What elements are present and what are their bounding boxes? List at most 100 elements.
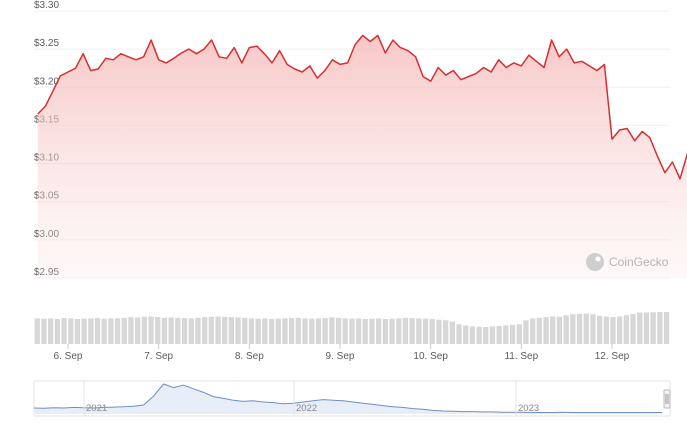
x-tick-label: 10. Sep bbox=[413, 351, 448, 362]
volume-bar bbox=[476, 326, 482, 344]
volume-bar bbox=[34, 318, 40, 344]
volume-bar bbox=[503, 325, 509, 344]
volume-bar bbox=[268, 319, 275, 344]
navigator[interactable]: 2021 2022 2023 bbox=[33, 380, 671, 417]
volume-bar bbox=[168, 317, 174, 344]
volume-bar bbox=[630, 313, 636, 344]
volume-bar bbox=[141, 316, 147, 344]
volume-bar bbox=[416, 318, 422, 344]
volume-bar bbox=[41, 318, 47, 344]
volume-bar bbox=[242, 317, 248, 344]
watermark: CoinGecko bbox=[586, 253, 669, 271]
volume-bar bbox=[409, 318, 415, 344]
volume-bar bbox=[148, 316, 154, 344]
volume-bar bbox=[68, 318, 74, 344]
volume-bar bbox=[309, 318, 315, 344]
volume-bar bbox=[135, 317, 141, 344]
x-tick-label: 12. Sep bbox=[595, 351, 630, 362]
volume-bar bbox=[329, 317, 335, 344]
volume-bar bbox=[208, 316, 214, 344]
volume-bar bbox=[436, 319, 442, 344]
volume-bar bbox=[262, 318, 268, 344]
volume-bar bbox=[108, 318, 114, 344]
volume-bar bbox=[563, 315, 569, 344]
volume-bar bbox=[181, 318, 188, 344]
volume-bar bbox=[315, 318, 322, 344]
volume-bar bbox=[275, 318, 281, 344]
x-tick-label: 11. Sep bbox=[504, 351, 538, 362]
volume-bar bbox=[215, 316, 221, 344]
volume-bar bbox=[382, 319, 388, 344]
volume-bar bbox=[282, 318, 288, 344]
y-tick-label: $3.20 bbox=[34, 76, 59, 87]
volume-bar bbox=[74, 319, 81, 344]
volume-bar bbox=[101, 318, 107, 344]
volume-bar bbox=[355, 318, 362, 344]
navigator-tick-label: 2022 bbox=[296, 403, 317, 414]
volume-bar bbox=[583, 313, 589, 344]
volume-bar bbox=[516, 324, 522, 344]
volume-bar bbox=[523, 320, 529, 344]
volume-bars bbox=[34, 312, 670, 344]
volume-bar bbox=[496, 326, 502, 344]
navigator-line bbox=[33, 383, 662, 413]
volume-bar bbox=[543, 317, 549, 344]
volume-bar bbox=[202, 317, 208, 344]
x-axis: 6. Sep 7. Sep 8. Sep 9. Sep 10. Sep 11. Sep 12… bbox=[54, 344, 630, 362]
volume-bar bbox=[228, 317, 234, 344]
y-tick-label: $3.30 bbox=[34, 0, 59, 11]
volume-bar bbox=[335, 317, 342, 344]
volume-bar bbox=[509, 324, 516, 344]
x-tick-label: 9. Sep bbox=[326, 351, 355, 362]
volume-bar bbox=[295, 317, 301, 344]
volume-bar bbox=[429, 319, 435, 344]
volume-bar bbox=[576, 313, 583, 344]
volume-bar bbox=[342, 318, 348, 344]
price-line bbox=[37, 34, 687, 180]
volume-bar bbox=[623, 315, 629, 344]
volume-bar bbox=[443, 320, 449, 344]
navigator-area bbox=[34, 384, 662, 414]
volume-bar bbox=[422, 318, 429, 344]
volume-bar bbox=[396, 318, 402, 344]
volume-bar bbox=[550, 316, 556, 344]
price-line-group bbox=[37, 34, 687, 180]
volume-bar bbox=[114, 318, 121, 344]
volume-bar bbox=[489, 326, 496, 344]
volume-bar bbox=[195, 317, 201, 344]
volume-bar bbox=[349, 318, 355, 344]
volume-bar bbox=[81, 318, 87, 344]
volume-bar bbox=[369, 318, 375, 344]
volume-bar bbox=[376, 318, 382, 344]
x-tick-label: 6. Sep bbox=[54, 351, 83, 362]
navigator-handle[interactable] bbox=[663, 389, 671, 409]
x-tick-label: 8. Sep bbox=[235, 351, 264, 362]
volume-bar bbox=[530, 318, 536, 344]
volume-bar bbox=[637, 312, 643, 344]
volume-bar bbox=[255, 318, 261, 344]
gecko-logo-icon bbox=[586, 253, 604, 271]
volume-bar bbox=[402, 317, 409, 344]
volume-bar bbox=[222, 316, 228, 344]
volume-bar bbox=[175, 317, 181, 344]
volume-bar bbox=[449, 321, 455, 344]
volume-bar bbox=[362, 319, 368, 344]
volume-bar bbox=[570, 314, 576, 344]
volume-bar bbox=[617, 316, 623, 344]
volume-bar bbox=[469, 326, 476, 344]
x-tick-label: 7. Sep bbox=[144, 351, 173, 362]
volume-bar bbox=[248, 318, 255, 344]
volume-bar bbox=[463, 325, 469, 344]
navigator-tick-label: 2023 bbox=[518, 403, 539, 414]
volume-bar bbox=[597, 315, 603, 344]
volume-bar bbox=[663, 312, 670, 344]
volume-bar bbox=[556, 316, 563, 344]
volume-bar bbox=[643, 312, 650, 344]
volume-bar bbox=[302, 318, 308, 344]
volume-bar bbox=[590, 314, 596, 344]
volume-bar bbox=[94, 318, 101, 344]
volume-bar bbox=[48, 318, 54, 344]
volume-bar bbox=[88, 318, 94, 344]
